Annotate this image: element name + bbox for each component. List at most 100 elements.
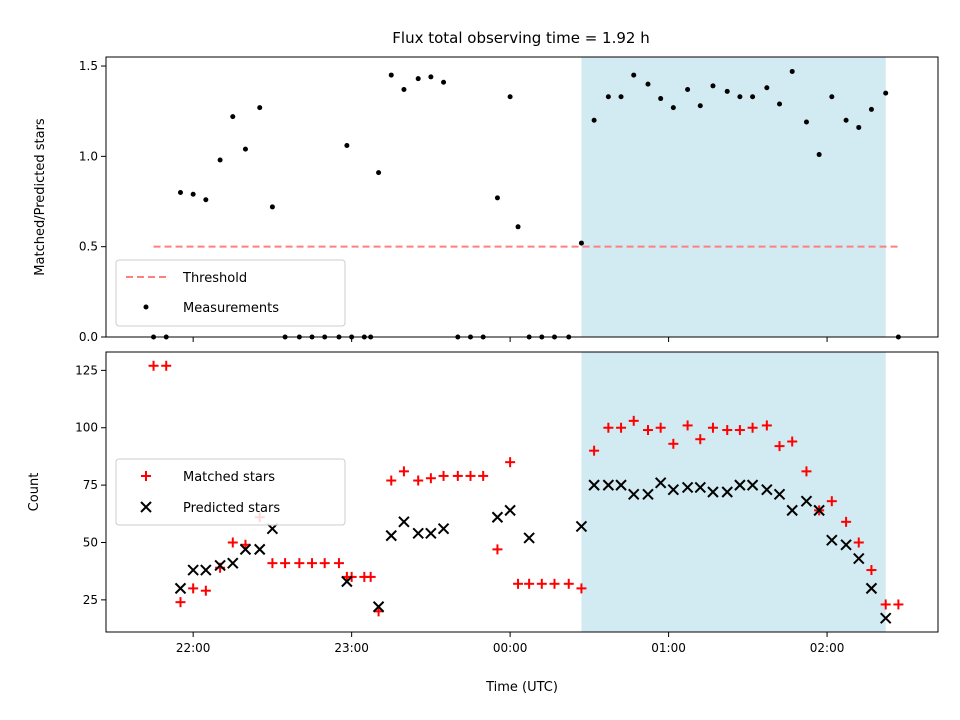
predicted-star-point <box>853 552 865 565</box>
top-panel: 0.0 0.5 1.0 1.5 Matched/Predicted stars Thr… <box>33 56 939 344</box>
predicted-star-point <box>602 479 615 491</box>
predicted-star-point <box>628 488 640 501</box>
bottom-legend: Matched stars Predicted stars <box>115 458 346 526</box>
matched-star-point <box>774 441 785 452</box>
x-tick: 00:00 <box>493 632 527 655</box>
predicted-star-point <box>642 488 654 501</box>
predicted-star-point <box>372 601 385 613</box>
measurement-point <box>401 87 407 93</box>
matched-star-point <box>148 360 159 371</box>
measurement-point <box>803 119 809 125</box>
predicted-star-point <box>879 612 892 624</box>
x-tick-label: 22:00 <box>176 641 211 655</box>
measurement-point <box>376 170 382 176</box>
measurement-point <box>242 146 248 152</box>
measurement-point <box>724 88 730 94</box>
y-tick-label: 0.5 <box>79 240 98 254</box>
predicted-star-point <box>174 582 187 595</box>
predicted-star-point <box>773 488 786 501</box>
measurement-point <box>415 76 421 82</box>
predicted-star-point <box>800 495 813 507</box>
measurement-point <box>507 94 513 100</box>
y-tick-label: 100 <box>75 421 98 435</box>
matched-star-point <box>707 422 718 433</box>
matched-star-point <box>413 475 424 486</box>
observing-window-shade <box>581 57 886 337</box>
predicted-stars-legend-icon <box>140 501 152 513</box>
predicted-star-point <box>654 477 667 489</box>
y-tick-label: 125 <box>75 363 98 377</box>
matched-star-point <box>853 537 864 548</box>
matched-star-point <box>734 425 745 436</box>
matched-star-point <box>438 470 449 481</box>
predicted-star-point <box>239 543 252 556</box>
matched-star-point <box>513 578 524 589</box>
top-legend: Threshold Measurements <box>115 259 346 327</box>
matched-star-point <box>747 422 758 433</box>
matched-star-point <box>478 470 489 481</box>
x-tick-label: 02:00 <box>810 641 845 655</box>
predicted-star-point <box>826 534 838 546</box>
measurement-point <box>618 94 624 100</box>
measurement-point <box>605 94 611 100</box>
matched-star-point <box>695 434 706 445</box>
matched-star-point <box>642 425 653 436</box>
top-axes-frame <box>105 56 939 338</box>
matched-star-point <box>801 466 812 477</box>
measurement-point <box>697 103 703 109</box>
bottom-legend-box <box>115 458 346 526</box>
x-axis-label: Time (UTC) <box>485 680 558 695</box>
y-tick: 50 <box>83 535 106 549</box>
predicted-star-point <box>504 504 516 517</box>
bottom-panel: 25 50 75 100 125 22:00 23:00 00:00 01:00 02:00 C… <box>27 351 939 695</box>
measurement-point <box>344 143 350 149</box>
measurement-point <box>190 191 196 197</box>
matched-star-point <box>267 558 278 569</box>
matched-star-point <box>628 415 639 426</box>
matched-star-point <box>893 599 904 610</box>
predicted-star-point <box>786 504 798 517</box>
matched-star-point <box>492 544 503 555</box>
predicted-star-point <box>425 527 437 540</box>
matched-star-point <box>880 599 891 610</box>
matched-star-point <box>200 585 211 596</box>
x-tick-label: 23:00 <box>334 641 369 655</box>
threshold-legend-label: Threshold <box>182 271 247 286</box>
predicted-star-point <box>254 543 266 556</box>
predicted-star-point <box>667 483 680 496</box>
matched-stars-legend-label: Matched stars <box>183 470 275 485</box>
measurement-point <box>737 94 743 100</box>
predicted-star-point <box>707 486 719 498</box>
measurement-point <box>645 81 651 87</box>
measurement-point <box>177 189 183 195</box>
measurements-legend-icon <box>143 304 149 310</box>
measurement-point <box>710 83 716 89</box>
measurement-point <box>217 157 223 163</box>
measurement-point <box>843 117 849 123</box>
predicted-star-point <box>575 520 588 533</box>
matched-star-point <box>452 470 463 481</box>
y-tick: 75 <box>83 478 106 492</box>
predicted-stars-legend-label: Predicted stars <box>183 501 280 516</box>
matched-stars-legend-marker <box>141 471 151 481</box>
chart-title: Flux total observing time = 1.92 h <box>392 29 649 47</box>
measurement-point <box>816 152 822 158</box>
matched-star-point <box>227 537 238 548</box>
matched-star-point <box>576 583 587 594</box>
measurement-point <box>883 90 889 96</box>
predicted-star-point <box>615 479 627 491</box>
measurement-point <box>868 106 874 112</box>
predicted-star-point <box>437 523 450 535</box>
matched-star-point <box>866 565 877 576</box>
measurement-point <box>269 204 275 210</box>
y-tick: 25 <box>83 593 106 607</box>
predicted-star-point <box>865 582 878 595</box>
measurement-point <box>658 96 664 102</box>
predicted-star-point <box>813 504 825 517</box>
measurement-point <box>257 105 263 111</box>
predicted-star-point <box>681 481 694 494</box>
top-legend-box <box>115 259 346 327</box>
predicted-star-point <box>588 479 600 491</box>
y-tick-label: 50 <box>83 535 98 549</box>
measurement-point <box>764 85 770 91</box>
